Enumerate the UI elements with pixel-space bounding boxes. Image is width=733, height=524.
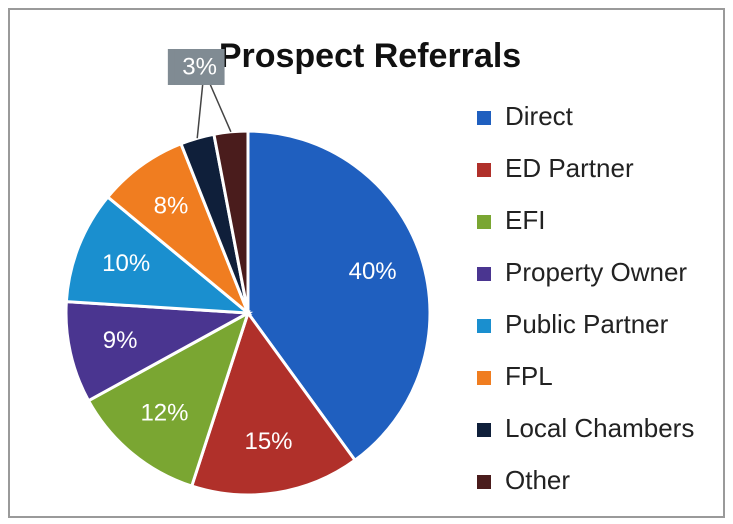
legend-swatch [477,215,491,229]
legend-swatch [477,475,491,489]
data-label: 10% [102,250,150,277]
pie-slice [86,309,251,488]
pie-slice [64,299,254,403]
legend-label: Local Chambers [505,413,694,443]
pie-slice [189,309,358,497]
chart-title: Prospect Referrals [219,37,521,75]
data-label: 3% [182,53,217,80]
pie-slice [246,129,432,463]
data-label: 12% [140,399,188,426]
legend-label: ED Partner [505,153,634,183]
leader-line [196,82,204,139]
label-box [174,49,225,85]
legend-label: Public Partner [505,309,669,339]
legend-label: Direct [505,101,574,131]
pie-slice [212,129,250,314]
legend-label: Other [505,465,570,495]
data-label: 15% [244,428,292,455]
legend-swatch [477,111,491,125]
leader-line [208,82,232,133]
legend-label: EFI [505,205,545,235]
data-label: 9% [103,327,138,354]
data-label: 40% [349,258,397,285]
legend-label: Property Owner [505,257,687,287]
pie-slice [105,141,250,315]
data-label: 8% [154,192,189,219]
legend-label: FPL [505,361,553,391]
pie-slice [64,194,253,315]
legend-swatch [477,371,491,385]
legend-swatch [477,319,491,333]
legend-swatch [477,267,491,281]
legend-swatch [477,423,491,437]
legend-swatch [477,163,491,177]
